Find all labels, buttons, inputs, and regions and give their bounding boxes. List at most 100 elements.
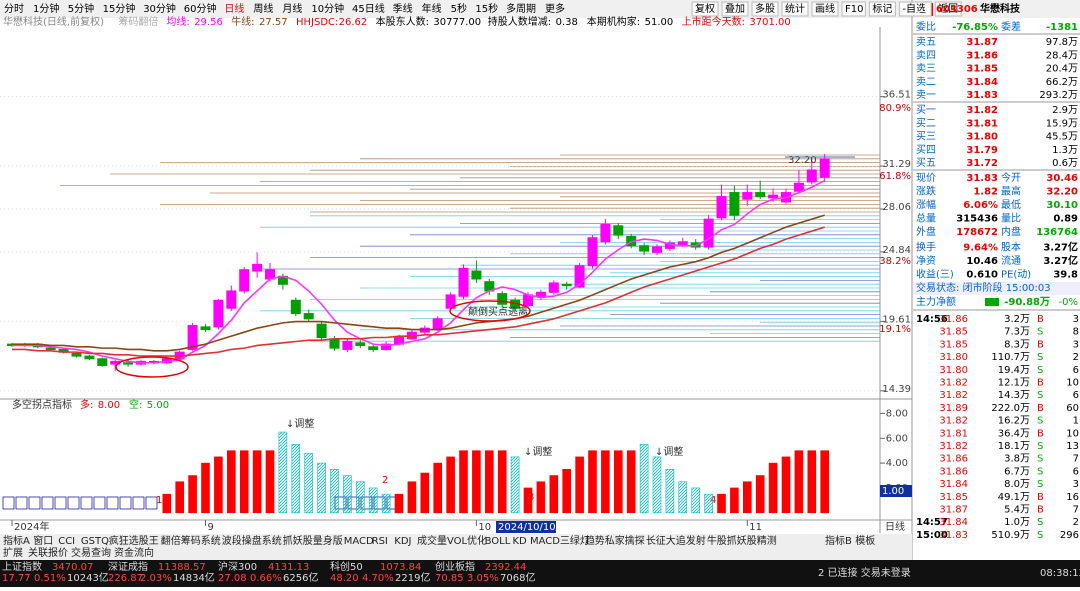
tool-label[interactable]: 多股 bbox=[755, 2, 775, 15]
tool-label[interactable]: 画线 bbox=[815, 2, 835, 15]
candle-body bbox=[600, 223, 611, 243]
bid-volume: 45.5万 bbox=[1046, 132, 1078, 143]
indicator-tab[interactable]: KDJ bbox=[394, 536, 411, 547]
trade-price: 31.80 bbox=[939, 352, 968, 363]
indicator-tab[interactable]: 翻倍筹码系统 bbox=[161, 534, 221, 547]
info-label: 牛线: bbox=[231, 15, 254, 28]
period-tab[interactable]: 周线 bbox=[253, 2, 273, 15]
tool-button[interactable] bbox=[841, 1, 866, 17]
base-box bbox=[132, 496, 145, 510]
indicator-tab[interactable]: 牛股抓妖股精测 bbox=[707, 534, 777, 547]
candle-body bbox=[664, 242, 675, 249]
tool-button[interactable] bbox=[898, 1, 932, 17]
indicator-bar bbox=[523, 487, 533, 514]
info-indicator: 筹码翻倍 bbox=[118, 15, 158, 28]
period-tab[interactable]: 日线 bbox=[224, 2, 244, 15]
function-tab[interactable]: 交易查询 bbox=[71, 546, 111, 559]
period-tab[interactable]: 更多 bbox=[545, 2, 565, 15]
tool-button[interactable] bbox=[934, 1, 962, 17]
indicator-bar bbox=[588, 450, 597, 514]
indicator-tab[interactable]: RSI bbox=[372, 536, 388, 547]
period-tab[interactable]: 1分钟 bbox=[33, 2, 59, 15]
main-net-pct: -0% bbox=[1059, 297, 1078, 308]
indicator-tab[interactable]: 趋势私家擒探 bbox=[585, 534, 645, 547]
indicator-tab[interactable]: 模板 bbox=[855, 534, 875, 547]
period-tab[interactable]: 15秒 bbox=[475, 2, 498, 15]
tool-label[interactable]: 叠加 bbox=[725, 3, 745, 15]
indicator-tab[interactable]: 疯狂选股王 bbox=[109, 534, 159, 547]
indicator-tab[interactable]: MACD三绿灯 bbox=[530, 534, 590, 547]
bid-label: 买三 bbox=[916, 131, 936, 143]
main-net-value: -90.88万 bbox=[1004, 296, 1050, 308]
stat-label: 涨跌 bbox=[916, 185, 936, 198]
indicator-tab[interactable]: 成交量VOL优化 bbox=[417, 534, 487, 547]
info-label: HHJSDC: bbox=[296, 17, 338, 28]
indicator-tab[interactable]: BOLL bbox=[485, 536, 511, 547]
y-tick-label: 28.06 bbox=[882, 202, 911, 213]
tool-label[interactable]: F10 bbox=[845, 4, 863, 15]
trade-volume: 3.2万 bbox=[1004, 314, 1030, 325]
base-box bbox=[54, 496, 67, 510]
trade-count: 2 bbox=[1073, 517, 1079, 528]
period-tab[interactable]: 60分钟 bbox=[184, 2, 217, 15]
period-tab[interactable]: 30分钟 bbox=[143, 2, 176, 15]
indicator-tab[interactable]: CCI bbox=[58, 536, 75, 547]
bid-volume: 1.3万 bbox=[1052, 145, 1078, 156]
trade-price: 31.80 bbox=[939, 365, 968, 376]
info-label: 上市距今天数: bbox=[682, 15, 745, 28]
tool-label[interactable]: 复权 bbox=[695, 2, 715, 15]
period-tab[interactable]: 15分钟 bbox=[103, 2, 136, 15]
candle-body bbox=[329, 338, 340, 349]
tool-label[interactable]: 标记 bbox=[872, 3, 892, 15]
tool-button[interactable] bbox=[691, 1, 719, 17]
function-tab[interactable]: 资金流向 bbox=[114, 546, 154, 559]
candle-body bbox=[806, 169, 817, 183]
tool-label[interactable]: 返回 bbox=[938, 3, 958, 15]
tool-button[interactable] bbox=[751, 1, 779, 17]
indicator-tab[interactable]: 窗口 bbox=[33, 534, 53, 547]
period-tab[interactable]: 年线 bbox=[422, 2, 442, 15]
period-tab[interactable]: 5秒 bbox=[451, 2, 467, 15]
function-tab[interactable]: 扩展 bbox=[3, 546, 23, 559]
function-tab[interactable]: 关联报价 bbox=[28, 546, 68, 559]
index-change: 48.20 bbox=[330, 573, 359, 584]
trade-price: 31.86 bbox=[939, 454, 968, 465]
indicator-tab[interactable]: MACD bbox=[344, 536, 374, 547]
indicator-tab[interactable]: GSTQ bbox=[81, 536, 109, 547]
indicator-bar bbox=[601, 450, 610, 514]
stat-label: 今开 bbox=[1001, 171, 1021, 184]
tool-label[interactable]: 统计 bbox=[785, 2, 805, 15]
tool-button[interactable] bbox=[811, 1, 839, 17]
value: -76.85% bbox=[952, 22, 998, 33]
trade-volume: 49.1万 bbox=[998, 492, 1030, 503]
period-tab[interactable]: 10分钟 bbox=[311, 2, 344, 15]
candle-body bbox=[84, 355, 95, 360]
indicator-tab[interactable]: KD bbox=[513, 536, 528, 547]
indicator-tab[interactable]: 抓妖股量身版 bbox=[283, 534, 343, 547]
tool-button[interactable] bbox=[781, 1, 809, 17]
period-tab[interactable]: 5分钟 bbox=[68, 2, 94, 15]
tool-button[interactable] bbox=[721, 1, 749, 17]
period-tab[interactable]: 月线 bbox=[282, 2, 302, 15]
badge: R bbox=[924, 4, 931, 15]
ask-price: 31.83 bbox=[966, 90, 998, 101]
ask-volume: 66.2万 bbox=[1046, 77, 1078, 88]
indicator-tab[interactable]: 指标B bbox=[825, 534, 852, 547]
indicator-bar bbox=[510, 456, 520, 514]
indicator-tab[interactable]: 指标A bbox=[3, 534, 30, 547]
period-tab[interactable]: 多周期 bbox=[506, 2, 536, 15]
indicator-bar bbox=[639, 444, 649, 514]
tool-button[interactable] bbox=[868, 1, 896, 17]
period-tab[interactable]: 季线 bbox=[393, 2, 413, 15]
period-tab[interactable]: 分时 bbox=[4, 3, 24, 15]
trade-count: 1 bbox=[1073, 416, 1079, 427]
indicator-tab[interactable]: 长征大追发射 bbox=[646, 534, 706, 547]
period-tab[interactable]: 45日线 bbox=[352, 2, 385, 15]
indicator-tab[interactable]: 波段操盘系统 bbox=[222, 534, 282, 547]
indicator-label: 多: bbox=[80, 398, 93, 411]
tool-label[interactable]: -自选 bbox=[902, 2, 926, 15]
trade-side: S bbox=[1037, 441, 1043, 452]
trade-price: 31.82 bbox=[939, 378, 968, 389]
index-pct: 4.70% bbox=[362, 573, 394, 584]
